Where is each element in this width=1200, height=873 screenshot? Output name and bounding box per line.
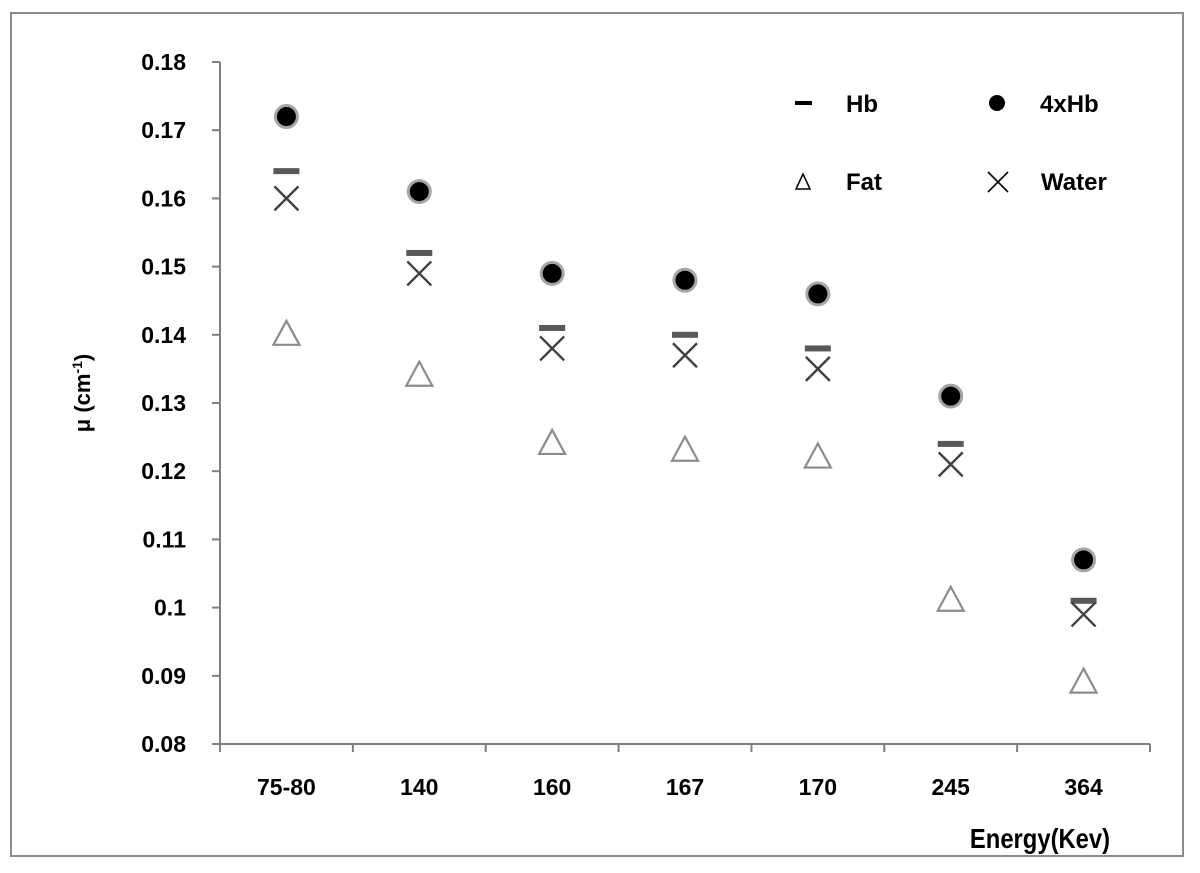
y-tick-label: 0.18	[141, 49, 186, 75]
point-water	[1070, 601, 1097, 628]
point-fat	[803, 441, 833, 469]
y-axis-title-main: μ (cm	[70, 374, 95, 433]
point-fat	[935, 584, 966, 612]
point-fat	[670, 434, 700, 462]
point-fat	[1068, 666, 1099, 694]
point-hb	[672, 331, 698, 338]
point-hb	[804, 345, 831, 352]
legend: Hb 4xHb Fat Water	[794, 91, 1107, 196]
legend-item-4xhb: 4xHb	[989, 91, 1099, 118]
point-water	[672, 342, 698, 369]
y-tick-label: 0.15	[141, 254, 186, 280]
x-tick-label: 140	[400, 774, 438, 800]
point-fat	[537, 427, 567, 456]
point-water	[273, 185, 300, 212]
y-tick-label: 0.09	[141, 663, 186, 689]
point-4xhb	[805, 281, 831, 307]
y-tick-label: 0.11	[143, 526, 187, 552]
point-water	[937, 451, 964, 478]
x-ticks: 75-80 140 160 167 170 245 364	[219, 744, 1151, 800]
legend-label-hb: Hb	[846, 91, 878, 118]
chart-axes	[219, 62, 1150, 745]
legend-item-water: Water	[987, 169, 1107, 196]
point-hb	[273, 168, 300, 175]
y-ticks: 0.08 0.09 0.1 0.11 0.12 0.13 0.14 0.15 0.16 0.17 0…	[141, 49, 220, 757]
point-4xhb	[672, 267, 698, 293]
y-tick-label: 0.17	[141, 117, 186, 143]
y-tick-label: 0.12	[141, 458, 186, 484]
data-points	[271, 104, 1099, 694]
point-fat	[271, 318, 302, 346]
point-water	[539, 335, 565, 362]
point-hb	[937, 440, 964, 447]
point-4xhb	[539, 260, 565, 286]
legend-item-hb: Hb	[795, 91, 878, 118]
y-tick-label: 0.14	[141, 322, 186, 348]
legend-circle-icon	[989, 95, 1005, 111]
point-4xhb	[406, 179, 432, 205]
y-tick-label: 0.08	[141, 731, 186, 757]
x-tick-label: 75-80	[257, 774, 316, 800]
point-hb	[539, 324, 566, 331]
legend-label-water: Water	[1041, 169, 1107, 196]
point-4xhb	[273, 104, 299, 130]
legend-label-4xhb: 4xHb	[1040, 91, 1099, 118]
y-axis-title-close: )	[70, 354, 95, 361]
legend-triangle-icon	[794, 172, 812, 190]
x-tick-label: 364	[1064, 774, 1103, 800]
chart-frame	[10, 12, 1184, 857]
y-tick-label: 0.1	[154, 595, 186, 621]
legend-x-icon	[987, 171, 1009, 193]
legend-label-fat: Fat	[846, 169, 882, 196]
x-tick-label: 245	[932, 774, 971, 800]
point-hb	[406, 249, 433, 256]
point-4xhb	[1071, 547, 1097, 573]
x-tick-label: 167	[666, 774, 704, 800]
y-axis-title-sup: -1	[69, 361, 85, 374]
point-4xhb	[938, 383, 964, 409]
point-fat	[404, 359, 435, 387]
x-tick-label: 160	[533, 774, 571, 800]
point-water	[805, 356, 831, 382]
x-tick-label: 170	[799, 774, 837, 800]
legend-item-fat: Fat	[794, 169, 882, 196]
point-hb	[1070, 597, 1097, 604]
x-axis-title: Energy(Kev)	[970, 822, 1110, 854]
y-axis-title: μ (cm-1)	[69, 354, 95, 432]
point-water	[406, 260, 433, 287]
y-tick-label: 0.13	[141, 390, 186, 416]
y-tick-label: 0.16	[141, 185, 186, 211]
